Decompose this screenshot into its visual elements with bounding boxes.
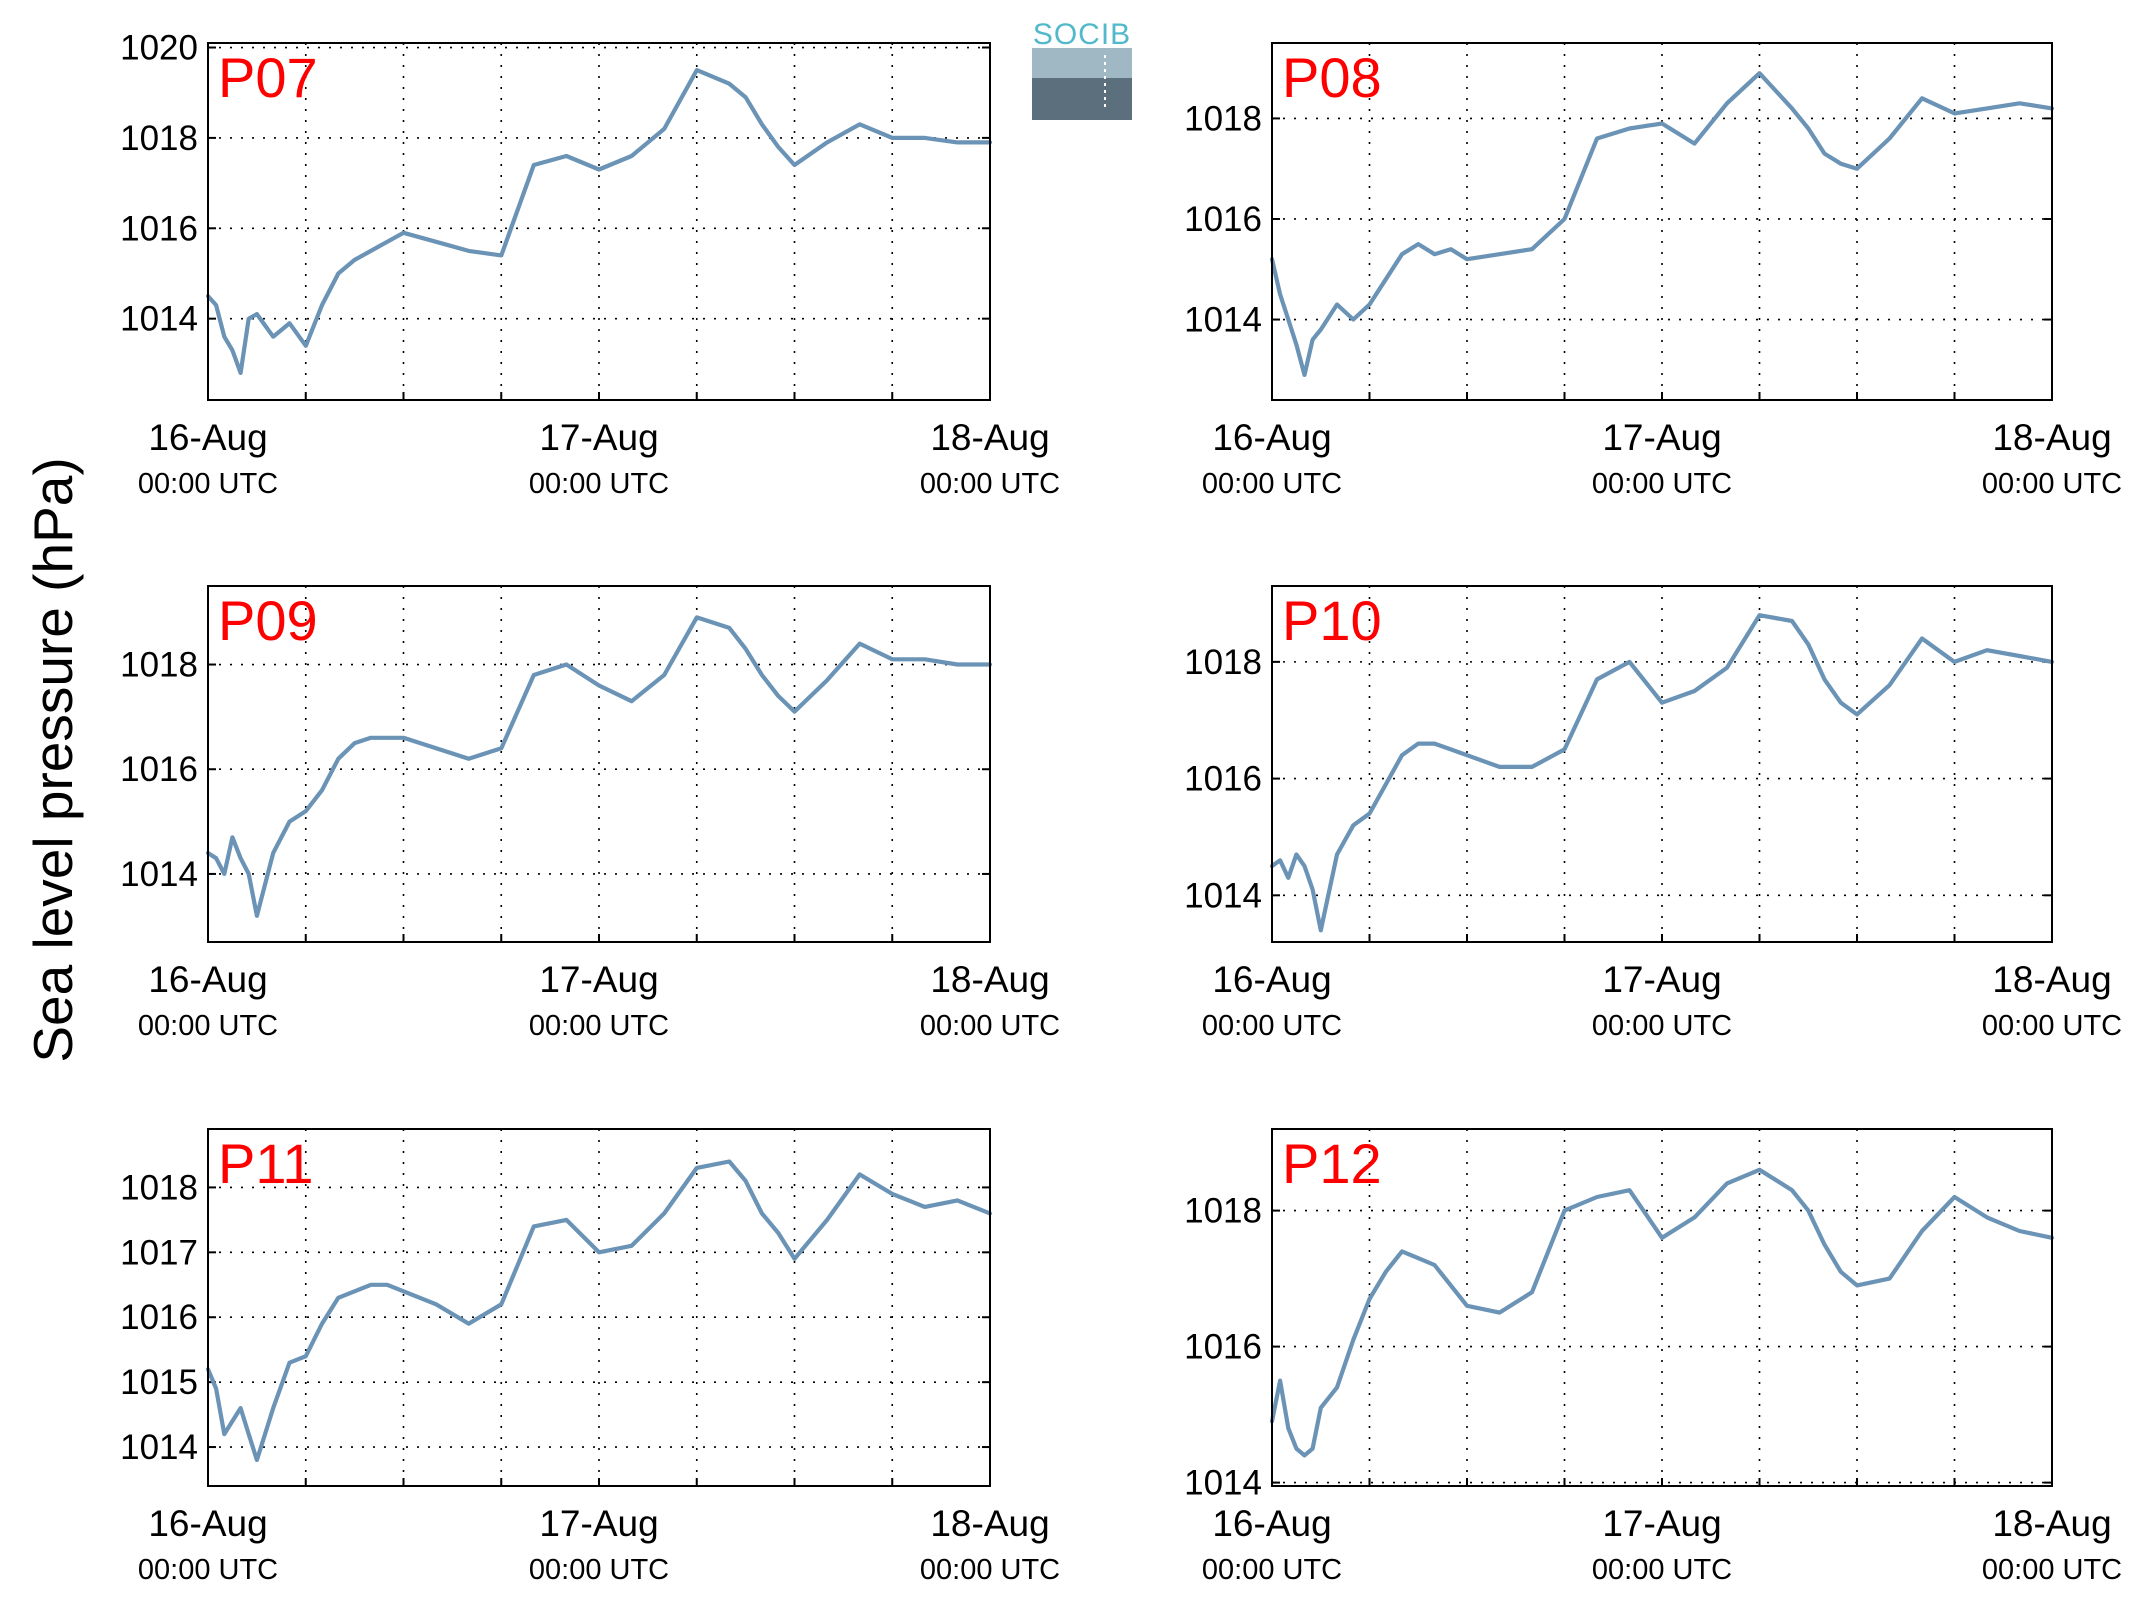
x-tick-time-label: 00:00 UTC [1592, 1010, 1732, 1042]
series-line-p11 [205, 1159, 993, 1463]
socib-logo-text: SOCIB [1033, 18, 1131, 51]
y-tick-label: 1018 [120, 646, 198, 685]
plot-frame [207, 1128, 991, 1487]
x-tick-time-label: 00:00 UTC [1202, 1554, 1342, 1586]
x-tick-time-label: 00:00 UTC [1982, 1554, 2122, 1586]
series-line-p07 [205, 67, 993, 375]
x-tick-time-label: 00:00 UTC [138, 1010, 278, 1042]
x-tick-time-label: 00:00 UTC [529, 1010, 669, 1042]
y-tick-label: 1014 [120, 855, 198, 894]
panel-p12: 1014 1016 1018 16-Aug 00:00 UTC 17-Aug 00:00 U… [1184, 1128, 2122, 1586]
panels: 1014 1016 1018 1020 16-Aug 00:00 UTC 17-Aug 00:… [120, 29, 2122, 1586]
x-tick-date-label: 17-Aug [539, 959, 658, 1000]
x-tick-date-label: 18-Aug [1992, 1503, 2111, 1544]
y-tick-label: 1018 [1184, 1192, 1262, 1231]
socib-logo: SOCIB [1032, 18, 1132, 120]
y-tick-label: 1016 [1184, 760, 1262, 799]
panel-p10: 1014 1016 1018 16-Aug 00:00 UTC 17-Aug 00:00 U… [1184, 585, 2122, 1042]
x-tick-date-label: 18-Aug [930, 959, 1049, 1000]
y-tick-label: 1016 [120, 209, 198, 248]
series-line-p09 [205, 615, 993, 918]
station-label: P07 [218, 46, 318, 109]
station-label: P09 [218, 589, 318, 652]
y-tick-label: 1014 [1184, 1464, 1262, 1503]
x-tick-date-label: 18-Aug [1992, 959, 2111, 1000]
panel-p08: 1014 1016 1018 16-Aug 00:00 UTC 17-Aug 00:00 U… [1184, 42, 2122, 500]
x-tick-time-label: 00:00 UTC [920, 1554, 1060, 1586]
x-tick-time-label: 00:00 UTC [1202, 1010, 1342, 1042]
x-tick-time-label: 00:00 UTC [529, 468, 669, 500]
station-label: P10 [1282, 589, 1382, 652]
y-tick-label: 1016 [120, 750, 198, 789]
x-tick-date-label: 17-Aug [1602, 417, 1721, 458]
x-tick-date-label: 16-Aug [148, 1503, 267, 1544]
x-tick-time-label: 00:00 UTC [529, 1554, 669, 1586]
x-tick-time-label: 00:00 UTC [920, 1010, 1060, 1042]
y-tick-label: 1016 [1184, 1328, 1262, 1367]
series-line-p10 [1269, 613, 2055, 933]
x-tick-time-label: 00:00 UTC [138, 1554, 278, 1586]
x-tick-date-label: 18-Aug [930, 417, 1049, 458]
x-tick-time-label: 00:00 UTC [1592, 468, 1732, 500]
plot-frame [1271, 42, 2053, 401]
x-tick-time-label: 00:00 UTC [1592, 1554, 1732, 1586]
y-tick-label: 1015 [120, 1363, 198, 1402]
plot-frame [1271, 585, 2053, 943]
panel-p07: 1014 1016 1018 1020 16-Aug 00:00 UTC 17-Aug 00:… [120, 29, 1060, 500]
station-label: P11 [218, 1132, 313, 1195]
y-tick-label: 1014 [120, 300, 198, 339]
x-tick-time-label: 00:00 UTC [1982, 468, 2122, 500]
x-tick-date-label: 16-Aug [148, 417, 267, 458]
plot-frame [207, 585, 991, 943]
x-tick-date-label: 17-Aug [1602, 959, 1721, 1000]
x-tick-date-label: 16-Aug [1212, 959, 1331, 1000]
socib-logo-water-top [1032, 48, 1132, 78]
x-tick-date-label: 16-Aug [1212, 417, 1331, 458]
y-tick-label: 1018 [120, 1168, 198, 1207]
x-tick-date-label: 16-Aug [1212, 1503, 1331, 1544]
y-tick-label: 1017 [120, 1233, 198, 1272]
panel-p09: 1014 1016 1018 16-Aug 00:00 UTC 17-Aug 00:00 U… [120, 585, 1060, 1042]
plot-frame [1271, 1128, 2053, 1487]
x-tick-time-label: 00:00 UTC [1982, 1010, 2122, 1042]
panel-p11: 1014 1015 1016 1017 1018 16-Aug 00:00 UTC 17-Au… [120, 1128, 1060, 1586]
station-label: P12 [1282, 1132, 1382, 1195]
x-tick-time-label: 00:00 UTC [1202, 468, 1342, 500]
x-tick-date-label: 17-Aug [539, 1503, 658, 1544]
x-tick-date-label: 18-Aug [930, 1503, 1049, 1544]
y-axis-label: Sea level pressure (hPa) [22, 457, 84, 1062]
series-line-p08 [1269, 71, 2055, 377]
y-tick-label: 1018 [1184, 99, 1262, 138]
y-tick-label: 1014 [1184, 876, 1262, 915]
y-tick-label: 1016 [120, 1298, 198, 1337]
station-label: P08 [1282, 46, 1382, 109]
y-tick-label: 1018 [1184, 643, 1262, 682]
y-tick-label: 1020 [120, 29, 198, 68]
x-tick-time-label: 00:00 UTC [138, 468, 278, 500]
series-line-p12 [1269, 1167, 2055, 1458]
y-tick-label: 1014 [1184, 301, 1262, 340]
x-tick-date-label: 17-Aug [1602, 1503, 1721, 1544]
y-tick-label: 1018 [120, 119, 198, 158]
x-tick-date-label: 17-Aug [539, 417, 658, 458]
x-tick-date-label: 16-Aug [148, 959, 267, 1000]
y-tick-label: 1014 [120, 1428, 198, 1467]
x-tick-time-label: 00:00 UTC [920, 468, 1060, 500]
x-tick-date-label: 18-Aug [1992, 417, 2111, 458]
y-tick-label: 1016 [1184, 200, 1262, 239]
plot-frame [207, 42, 991, 401]
